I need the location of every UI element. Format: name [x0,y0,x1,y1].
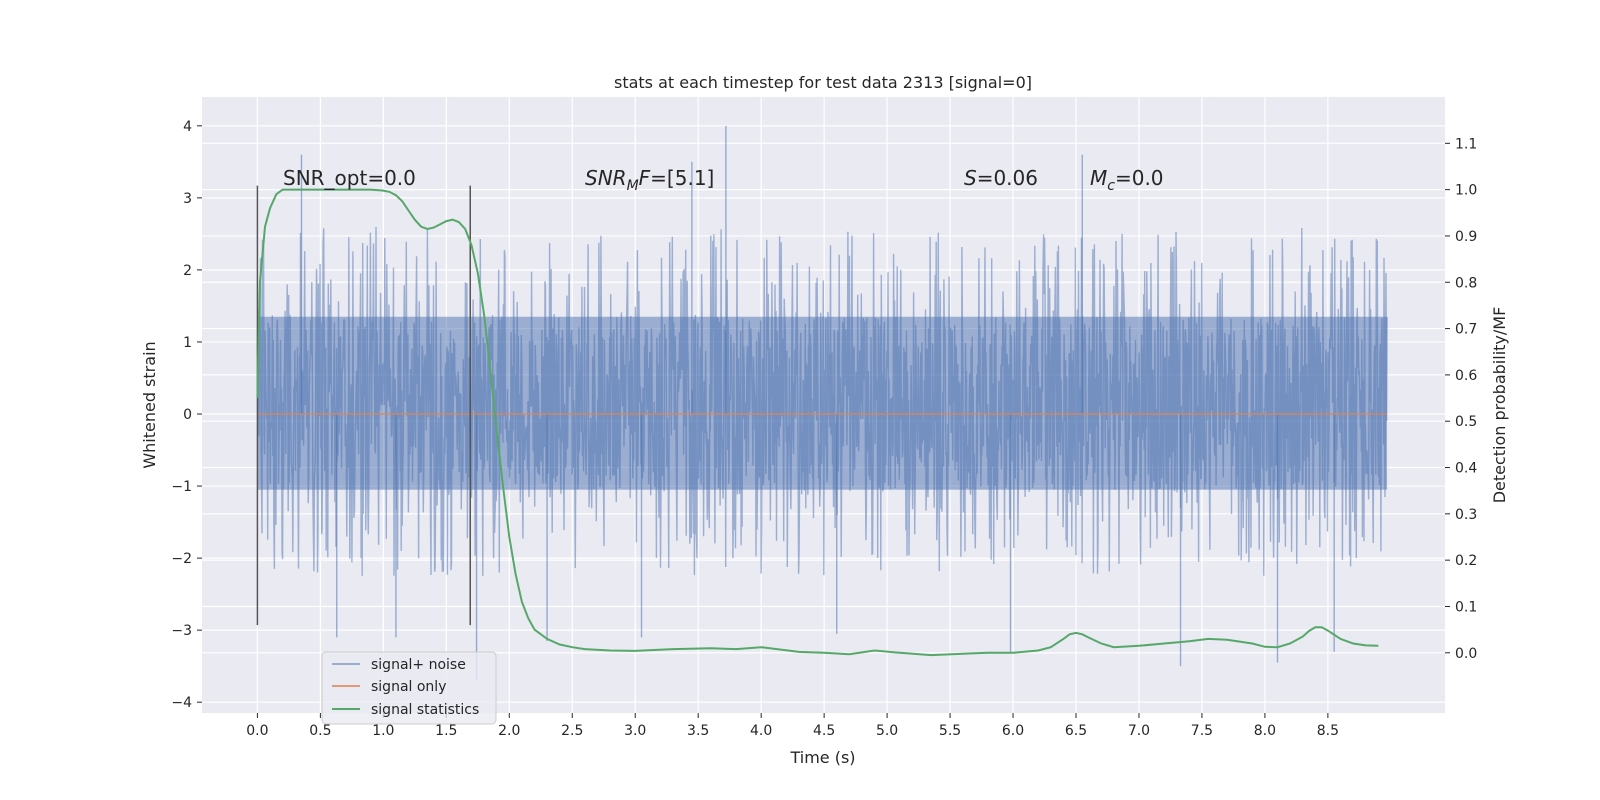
x-tick-label: 7.5 [1191,723,1213,739]
marker-lines [256,185,471,626]
y2-tick-label: 0.8 [1455,275,1477,291]
series-signal-statistics [256,188,1379,657]
y2-tick-label: 0.9 [1455,229,1477,245]
x-tick-label: 3.5 [687,723,709,739]
y-axis-left: 4 3 2 1 0 −1 −2 −3 −4 [171,119,202,711]
annotation-s: S=0.06 [964,166,1038,190]
x-tick-label: 5.5 [939,723,961,739]
y2-axis-label: Detection probability/MF [1490,307,1509,504]
x-axis-label: Time (s) [789,748,855,767]
y-tick-label: −2 [171,551,192,567]
y2-tick-label: 0.6 [1455,368,1477,384]
y2-tick-label: 0.4 [1455,461,1477,477]
y2-tick-label: 1.0 [1455,183,1477,199]
annotation-snr-opt: SNR_opt=0.0 [283,166,416,190]
x-tick-label: 2.0 [498,723,520,739]
x-tick-label: 0.5 [309,723,331,739]
legend-box [321,651,497,725]
y-axis-right: 1.1 1.0 0.9 0.8 0.7 0.6 0.5 0.4 0.3 0.2 0.1 0.0 [1445,136,1477,662]
x-tick-label: 2.5 [561,723,583,739]
x-tick-label: 6.5 [1065,723,1087,739]
x-tick-label: 1.5 [435,723,457,739]
x-tick-label: 3.0 [624,723,646,739]
y-tick-label: 3 [183,191,192,207]
series-signal-noise [256,125,1388,681]
legend-label-noise: signal+ noise [371,657,466,673]
y2-tick-label: 0.2 [1455,553,1477,569]
y-tick-label: 1 [183,335,192,351]
annotation-snr-mf: SNRMF=[5.1] [585,166,714,194]
y2-tick-label: 0.5 [1455,414,1477,430]
y-axis-label: Whitened strain [140,341,159,468]
y-tick-label: −3 [171,623,192,639]
x-tick-label: 8.0 [1254,723,1276,739]
y-tick-label: 2 [183,263,192,279]
x-tick-label: 4.5 [813,723,835,739]
y-tick-label: −1 [171,479,192,495]
y2-tick-label: 0.7 [1455,322,1477,338]
y-tick-label: 4 [183,119,192,135]
y2-tick-label: 0.1 [1455,599,1477,615]
y-tick-label: −4 [171,695,192,711]
x-axis: 0.0 0.5 1.0 1.5 2.0 2.5 3.0 3.5 4.0 4.5 5.0 5.5 6.0 6… [246,713,1339,739]
x-tick-label: 8.5 [1317,723,1339,739]
legend-label-statistics: signal statistics [371,702,479,718]
x-tick-label: 0.0 [246,723,268,739]
chart-title: stats at each timestep for test data 231… [614,73,1032,92]
x-tick-label: 1.0 [372,723,394,739]
y2-tick-label: 0.0 [1455,646,1477,662]
x-tick-label: 4.0 [750,723,772,739]
y2-tick-label: 1.1 [1455,136,1477,152]
annotation-mc: Mc=0.0 [1090,166,1164,194]
x-tick-label: 5.0 [876,723,898,739]
y-tick-label: 0 [183,407,192,423]
x-tick-label: 7.0 [1128,723,1150,739]
legend: signal+ noise signal only signal statist… [321,651,497,725]
legend-label-signal: signal only [371,679,446,695]
x-tick-label: 6.0 [1002,723,1024,739]
noise-band [257,316,1388,490]
y2-tick-label: 0.3 [1455,507,1477,523]
